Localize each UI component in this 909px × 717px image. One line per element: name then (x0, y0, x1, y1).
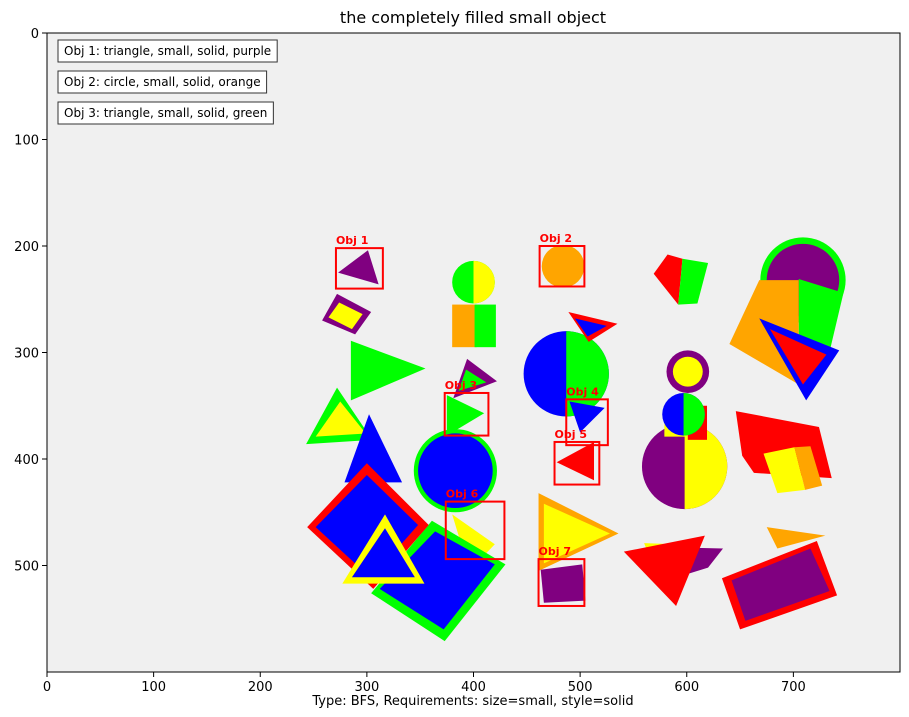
scene-circle (418, 433, 493, 509)
y-tick-label: 300 (14, 347, 39, 362)
scene-half-circle (566, 331, 609, 417)
annotation-label: Obj 1 (336, 234, 368, 247)
scene-triangle (344, 414, 403, 483)
annotations-layer: Obj 1 Obj 2 Obj 3 Obj 4 Obj 5 Obj 6 Obj 7 (334, 232, 609, 607)
x-tick-label: 500 (568, 680, 593, 695)
scene-triangle (543, 503, 610, 564)
x-tick-label: 400 (461, 680, 486, 695)
scene-polygon (653, 254, 683, 305)
annotation-box (537, 558, 586, 607)
scene-rectangle (474, 304, 496, 348)
chart-caption: Type: BFS, Requirements: size=small, sty… (311, 694, 633, 709)
scene-triangle (623, 535, 705, 606)
scene-polygon (678, 258, 709, 305)
scene-triangle (574, 318, 607, 337)
annotation-label: Obj 5 (555, 428, 587, 441)
annotation-box (565, 398, 609, 447)
x-tick-label: 100 (141, 680, 166, 695)
scene-triangle (446, 395, 485, 436)
scene-triangle (350, 340, 426, 401)
scene-half-circle (684, 423, 728, 510)
legend-box (57, 39, 278, 63)
annotation-box (553, 440, 601, 486)
scene-circle (672, 356, 703, 387)
scene-half-circle (473, 260, 495, 304)
x-tick-label: 300 (354, 680, 379, 695)
y-tick-label: 100 (14, 134, 39, 149)
scene-circle (541, 244, 585, 288)
scene-triangle (458, 369, 487, 391)
legend-entry: Obj 1: triangle, small, solid, purple (64, 44, 271, 58)
scene-polygon (794, 446, 823, 490)
legend-entry: Obj 2: circle, small, solid, orange (64, 75, 261, 89)
scene-triangle (569, 401, 605, 433)
scene-rectangle (452, 304, 477, 348)
y-tick-label: 0 (31, 27, 39, 42)
annotation-label: Obj 6 (446, 488, 479, 501)
legend-entry: Obj 3: triangle, small, solid, green (64, 106, 267, 120)
scene-half-circle (683, 392, 705, 436)
annotation-box (334, 247, 384, 290)
scene-triangle (452, 514, 495, 571)
scene-polygon (731, 548, 830, 621)
scene-triangle (769, 329, 827, 385)
annotation-label: Obj 4 (566, 385, 599, 398)
scene-polygon (379, 531, 495, 630)
scene-polygon (328, 302, 363, 330)
legend-box (57, 101, 274, 125)
y-tick-label: 400 (14, 453, 39, 468)
scene-triangle (338, 250, 379, 285)
y-tick-label: 500 (14, 560, 39, 575)
annotation-label: Obj 3 (445, 379, 477, 392)
x-tick-label: 700 (781, 680, 806, 695)
x-tick-label: 200 (248, 680, 273, 695)
scene-triangle (351, 528, 415, 578)
y-tick-label: 200 (14, 240, 39, 255)
scene-polygon (540, 564, 586, 603)
x-tick-label: 600 (674, 680, 699, 695)
scene-polygon (763, 447, 806, 494)
annotation-box (443, 391, 490, 437)
annotation-box (444, 500, 506, 561)
annotation-box (538, 245, 586, 288)
annotation-label: Obj 7 (539, 545, 571, 558)
scene-polygon (729, 280, 799, 385)
scene-triangle (315, 401, 366, 437)
shapes-layer (306, 237, 846, 642)
legend-layer: Obj 1: triangle, small, solid, purple Obj… (57, 39, 278, 125)
scene-triangle (766, 527, 826, 549)
x-tick-label: 0 (43, 680, 51, 695)
legend-box (57, 70, 268, 94)
axis-layer: 0 100 200 300 400 500 600 700 0 100 200 300 400 500 (14, 27, 806, 695)
annotation-label: Obj 2 (540, 232, 572, 245)
scene-triangle (556, 441, 594, 481)
chart-title: the completely filled small object (340, 8, 606, 27)
